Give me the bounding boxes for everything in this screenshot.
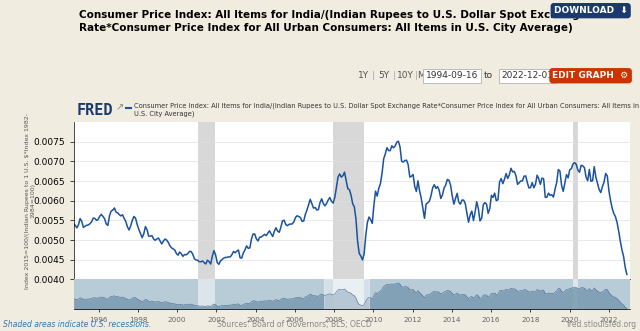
Text: Max: Max [417,71,436,80]
Text: 5Y: 5Y [379,71,390,80]
Text: Consumer Price Index: All Items for India/(Indian Rupees to U.S. Dollar Spot Exc: Consumer Price Index: All Items for Indi… [134,103,639,117]
Bar [573,279,578,309]
Text: EDIT GRAPH  ⚙: EDIT GRAPH ⚙ [552,71,628,80]
Bar [324,279,369,309]
Text: 1994-09-16: 1994-09-16 [426,71,479,80]
Text: FRED: FRED [76,103,113,118]
Bar [573,122,578,279]
Text: 2022-12-01: 2022-12-01 [501,71,554,80]
Text: to: to [484,71,493,80]
Text: fred.stlouisfed.org: fred.stlouisfed.org [566,320,637,329]
Y-axis label: Index 2015=100/(Indian Rupees to 1 U.S. $*Index 1982-
1984=100): Index 2015=100/(Indian Rupees to 1 U.S. … [25,113,36,289]
Bar [198,279,215,309]
Bar [333,122,364,279]
Text: |: | [415,71,417,80]
Text: Sources: Board of Governors; BLS; OECD: Sources: Board of Governors; BLS; OECD [217,320,372,329]
Text: ↗: ↗ [115,102,124,112]
Bar [198,122,215,279]
Text: |: | [394,71,396,80]
Bar [333,279,364,309]
Text: 10Y: 10Y [397,71,414,80]
Text: Shaded areas indicate U.S. recessions.: Shaded areas indicate U.S. recessions. [3,320,152,329]
Text: Consumer Price Index: All Items for India/(Indian Rupees to U.S. Dollar Spot Exc: Consumer Price Index: All Items for Indi… [79,10,587,32]
Text: DOWNLOAD  ⬇: DOWNLOAD ⬇ [554,6,628,15]
Text: 1Y: 1Y [358,71,369,80]
Text: |: | [372,71,375,80]
